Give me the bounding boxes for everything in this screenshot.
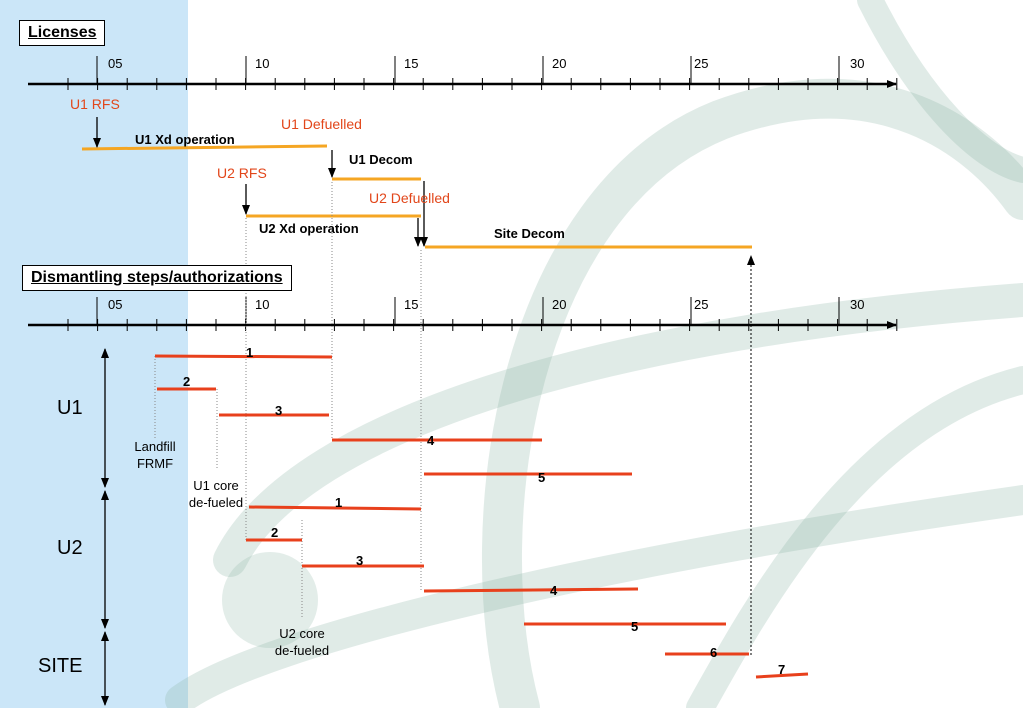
u2-rfs-label: U2 RFS — [217, 165, 267, 181]
u2-group-label: U2 — [57, 537, 83, 559]
u2-core-defueled-note: U2 core de-fueled — [274, 626, 330, 658]
licenses-title: Licenses — [19, 20, 106, 46]
u1-decom-label: U1 Decom — [349, 152, 413, 167]
site-step-7-label: 7 — [778, 662, 785, 677]
dismantling-axis-tick-label: 15 — [404, 297, 418, 312]
u1-step-1-label: 1 — [246, 345, 253, 360]
site-step-6-label: 6 — [710, 645, 717, 660]
u2-step-3-label: 3 — [356, 553, 363, 568]
guide-lines — [154, 182, 422, 618]
licenses-axis: 05 10 15 20 25 30 — [28, 56, 898, 90]
u2-step-2-label: 2 — [271, 525, 278, 540]
dismantling-axis: 05 10 15 20 25 30 — [28, 297, 898, 331]
u1-defuelled-label: U1 Defuelled — [281, 116, 362, 132]
licenses-axis-ticks: 05 10 15 20 25 30 — [67, 56, 898, 90]
u2-step-4-label: 4 — [550, 583, 558, 598]
dismantling-title: Dismantling steps/authorizations — [22, 265, 292, 291]
site-decom-label: Site Decom — [494, 226, 565, 241]
u2-step-1-bar — [248, 505, 422, 511]
u1-rfs-label: U1 RFS — [70, 96, 120, 112]
dismantling-axis-ticks: 05 10 15 20 25 30 — [67, 297, 898, 331]
u2-xd-operation-label: U2 Xd operation — [259, 221, 359, 236]
u2-defuelled-label: U2 Defuelled — [369, 190, 450, 206]
licenses-axis-tick-label: 25 — [694, 56, 708, 71]
u1-step-4-label: 4 — [427, 433, 435, 448]
dismantling-axis-tick-label: 20 — [552, 297, 566, 312]
step-labels: 1 2 3 4 5 1 2 3 4 5 6 7 — [183, 345, 785, 677]
landfill-frmf-note: Landfill FRMF — [134, 439, 176, 471]
dismantling-axis-tick-label: 10 — [255, 297, 269, 312]
u1-step-3-label: 3 — [275, 403, 282, 418]
licenses-axis-tick-label: 20 — [552, 56, 566, 71]
u1-xd-operation-bar — [81, 144, 328, 151]
licenses-axis-tick-label: 30 — [850, 56, 864, 71]
site-group-label: SITE — [38, 655, 83, 677]
left-sidebar-panel — [0, 0, 188, 708]
licenses-axis-tick-label: 10 — [255, 56, 269, 71]
licenses-axis-tick-label: 15 — [404, 56, 418, 71]
dismantling-axis-tick-label: 05 — [108, 297, 122, 312]
u1-step-2-label: 2 — [183, 374, 190, 389]
u1-core-defueled-note: U1 core de-fueled — [188, 478, 244, 510]
u1-group-label: U1 — [57, 397, 83, 419]
site-step-7-bar — [755, 672, 809, 679]
dismantling-axis-tick-label: 30 — [850, 297, 864, 312]
u2-step-1-label: 1 — [335, 495, 342, 510]
u2-step-5-label: 5 — [631, 619, 638, 634]
u2-step-4-bar — [423, 587, 639, 593]
step-bars — [154, 354, 809, 679]
dismantling-axis-tick-label: 25 — [694, 297, 708, 312]
u1-step-5-label: 5 — [538, 470, 545, 485]
licenses-axis-tick-label: 05 — [108, 56, 122, 71]
u1-xd-operation-label: U1 Xd operation — [135, 132, 235, 147]
u1-step-1-bar — [154, 354, 333, 359]
